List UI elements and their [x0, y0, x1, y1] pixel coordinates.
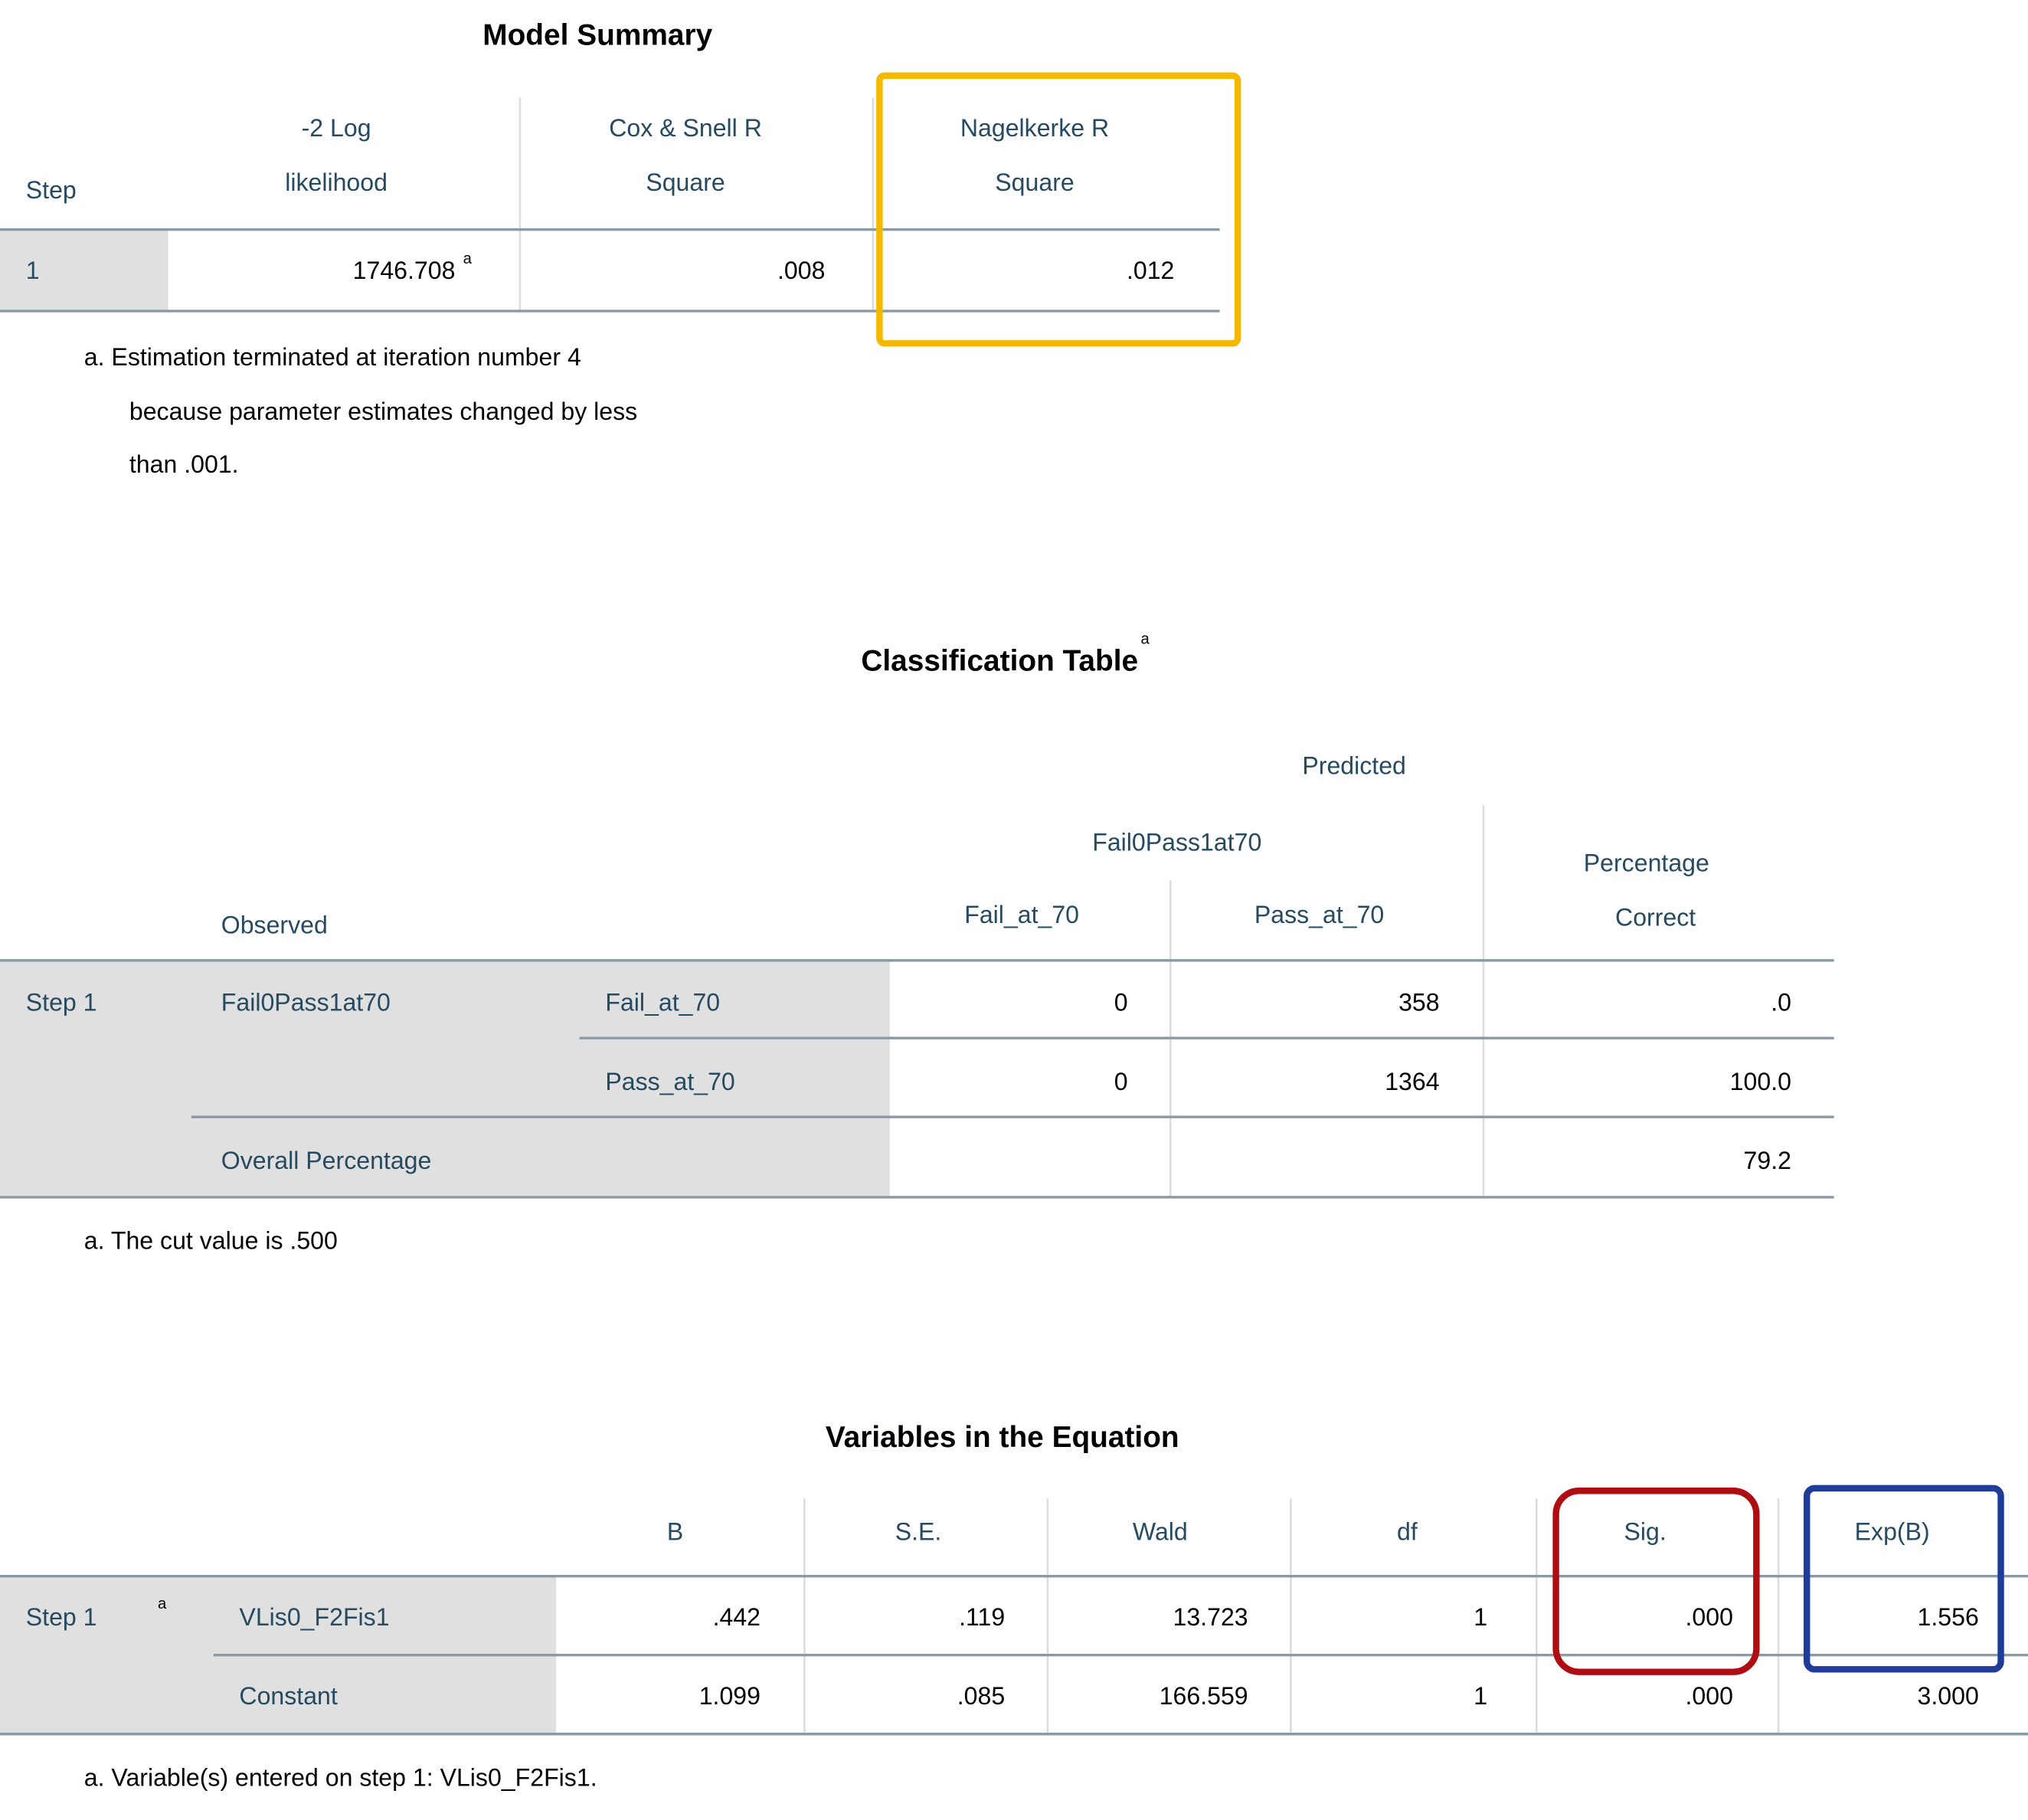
column-header: df [1397, 1517, 1418, 1545]
cell: 100.0 [1730, 1068, 1791, 1095]
footnote: because parameter estimates changed by l… [129, 398, 637, 425]
row-header: 1 [26, 257, 40, 284]
column-header: Cox & Snell R [609, 114, 762, 142]
column-header: Correct [1615, 903, 1696, 931]
cell: 13.723 [1173, 1603, 1248, 1631]
cell: .0 [1771, 989, 1791, 1016]
column-header: Step [26, 176, 77, 204]
table-title: Model Summary [482, 18, 712, 51]
column-header: -2 Log [302, 114, 371, 142]
cell: 1 [1474, 1682, 1487, 1710]
cell: 0 [1114, 1068, 1128, 1095]
cell: .008 [777, 257, 825, 284]
row-header: Step 1 [26, 989, 97, 1016]
row-header: Pass_at_70 [605, 1068, 734, 1095]
row-header: Constant [239, 1682, 337, 1710]
cell: 1.556 [1918, 1603, 1979, 1631]
column-header: Fail0Pass1at70 [1092, 828, 1261, 856]
column-header: likelihood [285, 169, 388, 196]
cell: .085 [957, 1682, 1005, 1710]
table-title: Classification Table [861, 645, 1138, 678]
cell: .000 [1686, 1682, 1733, 1710]
row-header: Fail0Pass1at70 [221, 989, 391, 1016]
footnote: a. The cut value is .500 [84, 1226, 338, 1254]
cell: 1746.708 [353, 257, 456, 284]
column-header: B [667, 1517, 683, 1545]
column-header: Pass_at_70 [1254, 901, 1384, 928]
row-header: Step 1 [26, 1603, 97, 1631]
column-header: Square [646, 169, 725, 196]
column-header: Fail_at_70 [964, 901, 1079, 928]
column-header: Nagelkerke R [960, 114, 1109, 142]
footnote-mark: a [1141, 630, 1150, 647]
cell: 166.559 [1160, 1682, 1248, 1710]
row-header-bg [0, 960, 890, 1197]
highlight-box [1552, 1488, 1760, 1675]
footnote: a. Estimation terminated at iteration nu… [84, 343, 581, 371]
column-header: S.E. [895, 1517, 942, 1545]
column-header: Square [995, 169, 1074, 196]
footnote-mark: a [158, 1596, 167, 1612]
cell: 79.2 [1744, 1147, 1791, 1174]
table-title: Variables in the Equation [826, 1421, 1179, 1454]
cell: .000 [1686, 1603, 1733, 1631]
column-header: Predicted [1302, 752, 1406, 780]
footnote: than .001. [129, 450, 239, 478]
row-header: VLis0_F2Fis1 [239, 1603, 389, 1631]
row-header: Fail_at_70 [605, 989, 720, 1016]
column-header: Exp(B) [1855, 1517, 1930, 1545]
footnote-mark: a [463, 250, 473, 267]
cell: .119 [959, 1603, 1005, 1631]
cell: 358 [1398, 989, 1440, 1016]
row-header: Overall Percentage [221, 1147, 432, 1174]
column-header: Sig. [1624, 1517, 1666, 1545]
cell: 0 [1114, 989, 1128, 1016]
cell: 1.099 [699, 1682, 760, 1710]
row-header-bg [0, 229, 168, 312]
footnote: a. Variable(s) entered on step 1: VLis0_… [84, 1763, 597, 1791]
highlight-box [1803, 1484, 2004, 1673]
cell: 3.000 [1918, 1682, 1979, 1710]
cell: .012 [1127, 257, 1174, 284]
column-header: Percentage [1584, 849, 1709, 876]
cell: .442 [713, 1603, 760, 1631]
cell: 1364 [1385, 1068, 1439, 1095]
highlight-box [876, 72, 1241, 347]
column-header: Observed [221, 911, 328, 938]
column-header: Wald [1133, 1517, 1188, 1545]
cell: 1 [1474, 1603, 1487, 1631]
